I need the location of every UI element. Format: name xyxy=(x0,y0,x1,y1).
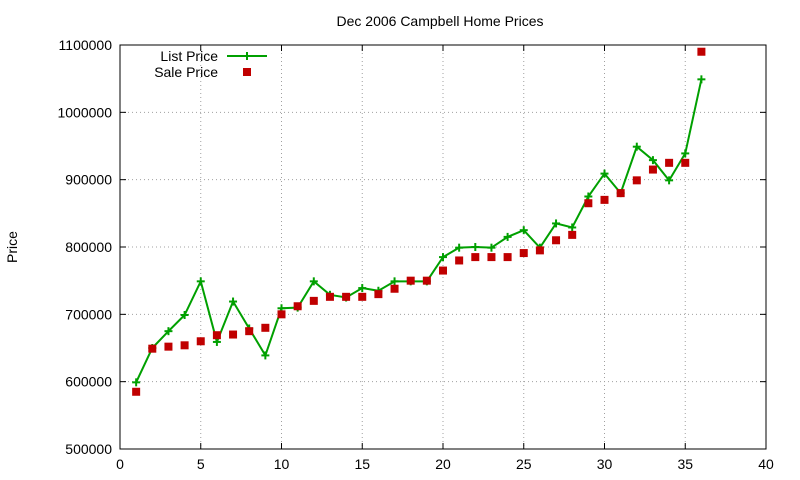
data-point xyxy=(390,277,399,286)
y-tick-label: 1100000 xyxy=(59,37,113,53)
x-tick-label: 20 xyxy=(435,456,451,472)
data-point xyxy=(390,284,399,293)
data-point xyxy=(552,219,561,228)
x-tick-label: 10 xyxy=(274,456,290,472)
y-tick-label: 600000 xyxy=(65,374,112,390)
data-point xyxy=(632,176,641,185)
data-point xyxy=(487,253,496,262)
data-point xyxy=(358,292,367,301)
data-point xyxy=(164,342,173,351)
data-point xyxy=(439,266,447,275)
data-point xyxy=(648,165,657,174)
data-point xyxy=(681,158,690,167)
data-point xyxy=(293,302,302,311)
data-point xyxy=(519,226,528,235)
data-point xyxy=(568,223,577,232)
data-point xyxy=(616,189,625,198)
y-tick-label: 1000000 xyxy=(57,104,112,120)
y-tick-label: 800000 xyxy=(65,239,112,255)
data-point xyxy=(374,290,383,299)
data-point xyxy=(212,337,221,346)
data-point xyxy=(439,253,447,262)
data-point xyxy=(681,149,690,158)
y-tick-label: 500000 xyxy=(65,441,112,457)
data-point xyxy=(648,156,657,165)
legend-label: Sale Price xyxy=(154,64,218,80)
data-point xyxy=(277,310,286,319)
x-tick-label: 25 xyxy=(516,456,532,472)
axes: 0 5 10 15 20 25 30 35 40 500000 600000 700000 800000… xyxy=(57,37,774,472)
data-point xyxy=(471,253,480,262)
data-point xyxy=(261,323,270,332)
legend-marker xyxy=(243,68,251,76)
x-tick-label: 5 xyxy=(197,456,205,472)
data-point xyxy=(245,327,254,336)
data-point xyxy=(325,292,334,301)
data-point xyxy=(229,330,238,339)
data-point xyxy=(600,169,609,178)
data-point xyxy=(455,256,464,265)
data-point xyxy=(148,344,157,353)
data-point xyxy=(535,246,544,255)
y-tick-label: 900000 xyxy=(65,172,112,188)
data-point xyxy=(261,351,270,360)
data-point xyxy=(471,243,480,251)
x-tick-label: 35 xyxy=(677,456,693,472)
series-line xyxy=(135,79,703,383)
data-point xyxy=(196,337,205,346)
x-tick-label: 15 xyxy=(354,456,370,472)
data-point xyxy=(665,176,674,185)
series-list-price xyxy=(132,75,706,387)
data-point xyxy=(164,327,173,336)
data-point xyxy=(212,331,221,340)
chart-title: Dec 2006 Campbell Home Prices xyxy=(337,13,544,29)
data-point xyxy=(697,47,706,56)
x-tick-label: 0 xyxy=(116,456,124,472)
data-point xyxy=(665,158,674,167)
data-point xyxy=(455,243,464,252)
data-point xyxy=(422,276,431,285)
data-point xyxy=(632,142,641,151)
data-point xyxy=(584,199,593,208)
data-point xyxy=(600,195,609,204)
legend-label: List Price xyxy=(160,48,218,64)
data-point xyxy=(503,253,512,262)
data-point xyxy=(584,192,593,201)
data-point xyxy=(229,297,238,306)
y-axis-label: Price xyxy=(4,231,20,263)
data-point xyxy=(487,243,496,252)
data-point xyxy=(568,230,577,239)
grid-lines xyxy=(120,45,766,449)
data-point xyxy=(309,296,318,305)
data-point xyxy=(132,387,141,396)
data-point xyxy=(309,277,318,286)
data-point xyxy=(519,249,528,258)
legend-marker xyxy=(243,52,251,60)
data-point xyxy=(196,277,205,286)
y-tick-label: 700000 xyxy=(65,306,112,322)
plot-frame xyxy=(119,44,767,450)
data-point xyxy=(697,75,706,84)
x-tick-label: 40 xyxy=(758,456,774,472)
series-layer xyxy=(132,47,706,396)
data-point xyxy=(180,341,189,350)
series-sale-price xyxy=(132,47,706,396)
data-point xyxy=(358,284,367,293)
data-point xyxy=(132,378,141,387)
data-point xyxy=(342,292,351,301)
x-tick-label: 30 xyxy=(597,456,613,472)
data-point xyxy=(503,232,512,241)
data-point xyxy=(406,276,415,285)
data-point xyxy=(552,236,561,245)
data-point xyxy=(180,311,189,320)
